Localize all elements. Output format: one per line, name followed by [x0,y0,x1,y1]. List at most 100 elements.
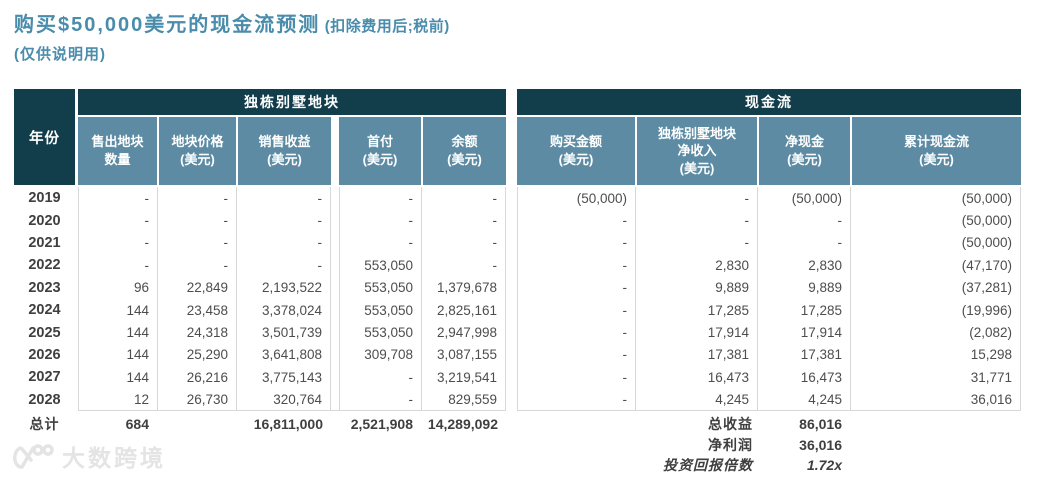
cell-net-income: 4,245 [635,388,757,411]
cell-net-cash: 17,914 [757,321,850,344]
cell-lots-sold: 96 [78,276,157,299]
cell-cumulative-cash-flow: 15,298 [850,343,1021,367]
cell-net-cash: 4,245 [757,388,850,411]
column-gap [331,299,339,321]
cell-net-income: 17,285 [635,298,757,322]
cell-net-cash: - [757,209,850,232]
total-balance: 14,289,092 [427,415,498,432]
row-year: 2026 [28,346,61,363]
total-row: 总计 684 16,811,000 2,521,908 14,289,092 总… [14,411,1021,435]
cell-cumulative-cash-flow: (50,000) [850,209,1021,232]
cell-lots-sold: - [78,209,157,232]
cell-net-cash: (50,000) [757,187,850,210]
cell-balance: 829,559 [421,388,506,411]
watermark: 大数跨境 [10,439,166,473]
cell-balance: 1,379,678 [421,276,506,299]
cell-cumulative-cash-flow: 31,771 [850,366,1021,389]
cell-lot-price: 22,849 [157,276,236,299]
cell-sales-proceeds: 3,378,024 [236,298,331,322]
cell-purchase-amount: - [517,298,635,322]
table-row: 2027 144 26,216 3,775,143 - 3,219,541 - … [14,366,1021,389]
cell-lots-sold: - [78,231,157,255]
row-year: 2022 [28,257,61,274]
table-row: 2021 - - - - - - - - (50,000) [14,231,1021,255]
cell-net-income: - [635,209,757,232]
cell-lot-price: - [157,209,236,232]
table-row: 2019 - - - - - (50,000) - (50,000) (50,0… [14,187,1021,210]
column-gap [331,389,339,411]
cell-sales-proceeds: 2,193,522 [236,276,331,299]
cell-purchase-amount: - [517,343,635,367]
summary-row-net-profit: 净利润 36,016 [14,435,1021,455]
column-gap [506,389,517,411]
cell-balance: 2,947,998 [421,321,506,344]
total-return-value: 86,016 [799,415,842,432]
cell-down-payment: - [339,187,421,210]
cell-lot-price: - [157,187,236,210]
column-gap [331,321,339,343]
cell-sales-proceeds: - [236,209,331,232]
cell-net-cash: - [757,231,850,255]
total-return-label: 总收益 [708,415,753,432]
cell-cumulative-cash-flow: (19,996) [850,298,1021,322]
column-gap [506,187,517,209]
table-row: 2025 144 24,318 3,501,739 553,050 2,947,… [14,321,1021,344]
column-gap [331,209,339,231]
cell-balance: - [421,209,506,232]
watermark-text: 大数跨境 [62,445,166,471]
cell-net-income: - [635,231,757,255]
cell-cumulative-cash-flow: (37,281) [850,276,1021,299]
cell-purchase-amount: - [517,231,635,255]
total-sales-proceeds: 16,811,000 [253,415,323,432]
cell-lots-sold: - [78,254,157,277]
cell-sales-proceeds: - [236,254,331,277]
row-year: 2019 [28,190,61,207]
cell-lot-price: - [157,231,236,255]
cell-down-payment: 553,050 [339,254,421,277]
cell-net-income: 17,914 [635,321,757,344]
table-row: 2024 144 23,458 3,378,024 553,050 2,825,… [14,298,1021,322]
cell-net-income: 16,473 [635,366,757,389]
table-row: 2022 - - - 553,050 - - 2,830 2,830 (47,1… [14,254,1021,277]
cell-sales-proceeds: - [236,187,331,210]
cell-lot-price: 26,216 [157,366,236,389]
cell-purchase-amount: - [517,321,635,344]
cell-purchase-amount: (50,000) [517,187,635,210]
cell-sales-proceeds: 3,775,143 [236,366,331,389]
net-profit-label: 净利润 [708,436,753,453]
column-header-lots-sold: 售出地块 数量 [78,117,157,185]
table-header: 年份 独栋别墅地块 现金流 售出地块 数量 地块价格 (美元) 销售收益 (美元… [14,89,1021,185]
cell-lot-price: 25,290 [157,343,236,367]
cell-balance: 3,087,155 [421,343,506,367]
cell-balance: 3,219,541 [421,366,506,389]
cell-lot-price: 24,318 [157,321,236,344]
column-header-balance: 余额 (美元) [421,117,506,185]
cell-lots-sold: 144 [78,298,157,322]
column-gap [331,277,339,299]
cell-purchase-amount: - [517,366,635,389]
row-year: 2025 [28,324,61,341]
column-gap [331,232,339,254]
group-header-villa-lots: 独栋别墅地块 [78,89,506,115]
cell-balance: - [421,254,506,277]
cell-sales-proceeds: 3,641,808 [236,343,331,367]
cell-net-income: 17,381 [635,343,757,367]
cell-balance: - [421,187,506,210]
cell-down-payment: 309,708 [339,343,421,367]
column-header-net-cash: 净现金 (美元) [757,117,850,185]
column-gap [331,254,339,276]
column-gap [331,366,339,388]
cell-cumulative-cash-flow: 36,016 [850,388,1021,411]
cell-purchase-amount: - [517,209,635,232]
table-row: 2023 96 22,849 2,193,522 553,050 1,379,6… [14,276,1021,299]
column-header-net-income: 独栋别墅地块 净收入 (美元) [635,117,757,185]
cell-lots-sold: - [78,187,157,210]
cell-cumulative-cash-flow: (47,170) [850,254,1021,277]
cell-down-payment: 553,050 [339,276,421,299]
cell-lots-sold: 12 [78,388,157,411]
cell-down-payment: 553,050 [339,321,421,344]
cell-down-payment: - [339,388,421,411]
cell-net-cash: 17,285 [757,298,850,322]
page-title: 购买$50,000美元的现金流预测 [14,14,321,36]
